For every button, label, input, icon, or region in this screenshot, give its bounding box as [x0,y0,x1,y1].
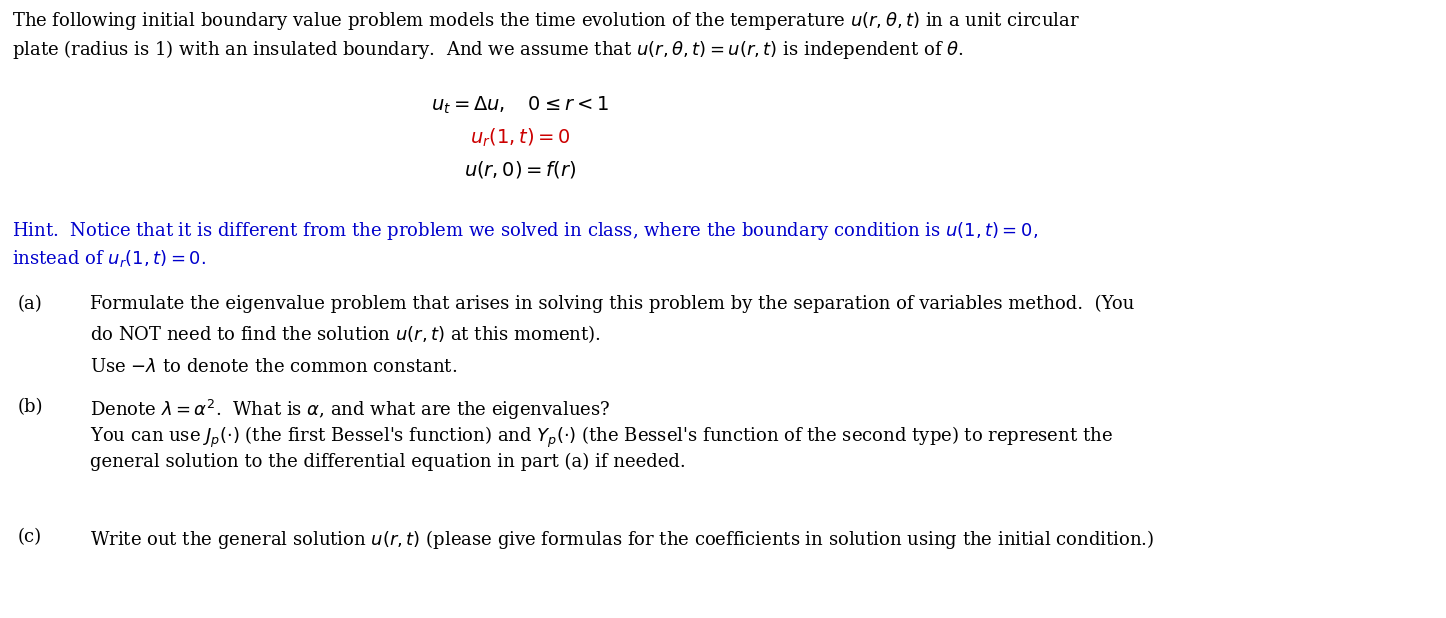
Text: instead of $u_r(1,t)=0.$: instead of $u_r(1,t)=0.$ [12,248,205,269]
Text: (c): (c) [17,528,42,546]
Text: Use $-\lambda$ to denote the common constant.: Use $-\lambda$ to denote the common cons… [90,358,457,376]
Text: Hint.  Notice that it is different from the problem we solved in class, where th: Hint. Notice that it is different from t… [12,220,1038,242]
Text: plate (radius is 1) with an insulated boundary.  And we assume that $u(r,\theta,: plate (radius is 1) with an insulated bo… [12,38,964,61]
Text: do NOT need to find the solution $u(r,t)$ at this moment).: do NOT need to find the solution $u(r,t)… [90,323,602,345]
Text: You can use $J_p(\cdot)$ (the first Bessel's function) and $Y_p(\cdot)$ (the Bes: You can use $J_p(\cdot)$ (the first Bess… [90,425,1113,450]
Text: $u_t = \Delta u, \quad 0 \leq r < 1$: $u_t = \Delta u, \quad 0 \leq r < 1$ [431,95,609,116]
Text: The following initial boundary value problem models the time evolution of the te: The following initial boundary value pro… [12,10,1080,32]
Text: Write out the general solution $u(r,t)$ (please give formulas for the coefficien: Write out the general solution $u(r,t)$ … [90,528,1154,551]
Text: Formulate the eigenvalue problem that arises in solving this problem by the sepa: Formulate the eigenvalue problem that ar… [90,295,1134,313]
Text: Denote $\lambda = \alpha^2$.  What is $\alpha$, and what are the eigenvalues?: Denote $\lambda = \alpha^2$. What is $\a… [90,398,610,422]
Text: $u_r(1,t) = 0$: $u_r(1,t) = 0$ [470,127,570,150]
Text: general solution to the differential equation in part (a) if needed.: general solution to the differential equ… [90,453,685,472]
Text: (a): (a) [17,295,43,313]
Text: $u(r,0) = f(r)$: $u(r,0) = f(r)$ [464,159,576,180]
Text: (b): (b) [17,398,43,416]
